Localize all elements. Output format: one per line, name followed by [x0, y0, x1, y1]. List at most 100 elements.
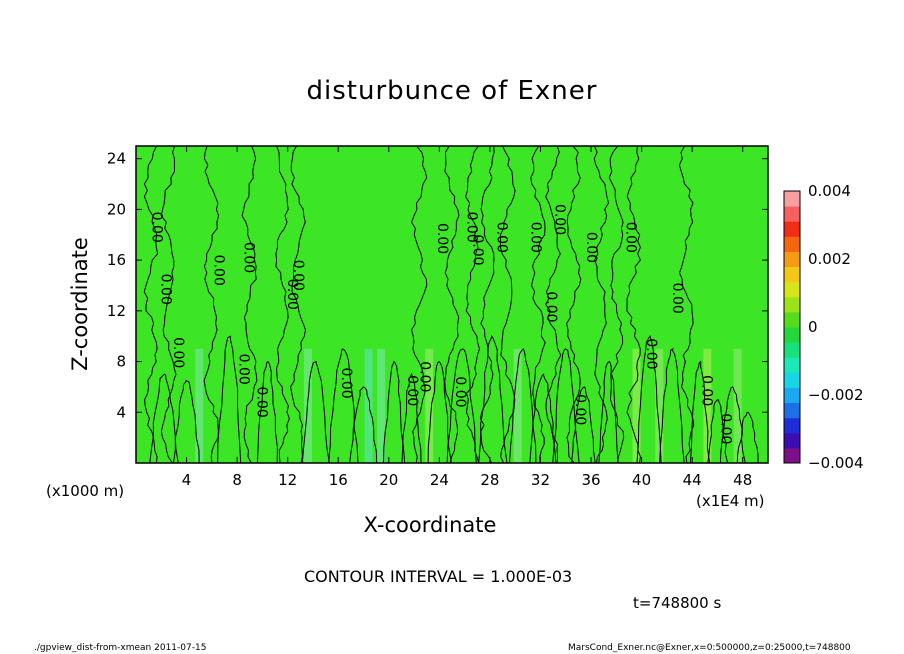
contour-lobe: [509, 348, 537, 463]
x-tick-label: 8: [232, 471, 242, 489]
colorbar-tick-label: 0: [808, 318, 818, 336]
field-streak: [303, 348, 312, 463]
contour-label: 0.00: [290, 260, 306, 291]
field-streak: [513, 348, 522, 463]
colorbar-swatch: [784, 447, 800, 464]
field-streak: [364, 348, 373, 463]
colorbar-swatch: [784, 372, 800, 388]
y-tick-label: 24: [107, 150, 126, 168]
contour-line: [241, 146, 258, 463]
x-tick-label: 28: [480, 471, 499, 489]
contour-labels: 0.000.000.000.000.000.000.000.000.000.00…: [148, 204, 733, 444]
colorbar-swatch: [784, 191, 800, 207]
colorbar-swatch: [784, 296, 800, 313]
time-stamp: t=748800 s: [633, 594, 722, 612]
colorbar-swatch: [784, 402, 800, 419]
contour-label: 0.00: [470, 234, 486, 265]
contour-label: 0.00: [404, 375, 420, 406]
x-unit-label: (x1000 m): [46, 482, 125, 500]
contour-lobe: [446, 348, 477, 463]
colorbar-tick-label: −0.002: [808, 386, 864, 404]
x-tick-label: 32: [531, 471, 550, 489]
contour-lobe: [689, 360, 711, 463]
contour-label: 0.00: [416, 361, 432, 392]
field-streak: [425, 348, 434, 463]
contour-label: 0.00: [643, 338, 659, 369]
x-tick-label: 16: [329, 471, 348, 489]
contour-label: 0.00: [241, 242, 257, 273]
field-streak: [632, 348, 641, 463]
contour-line: [275, 146, 290, 463]
contour-lobe: [301, 360, 330, 463]
contour-label: 0.00: [494, 222, 510, 253]
y-tick-label: 12: [107, 302, 126, 320]
contour-lobe: [328, 348, 359, 463]
contour-line: [160, 146, 177, 463]
field-streak: [377, 348, 386, 463]
contour-lobe: [173, 379, 200, 463]
colorbar-tick-label: −0.004: [808, 454, 864, 472]
contour-label: 0.00: [434, 223, 450, 254]
colorbar-swatch: [784, 251, 800, 267]
x-ticks: 4 8 12 16 20 24 28 32 36 40 44 48: [182, 146, 752, 489]
contour-lobe: [383, 360, 406, 463]
x-tick-label: 24: [430, 471, 449, 489]
x-tick-label: 36: [581, 471, 600, 489]
contour-label: 0.00: [583, 232, 599, 263]
contour-line: [678, 146, 695, 463]
colorbar: 0.004 0.002 0 −0.002 −0.004: [783, 182, 864, 472]
colorbar-tick-label: 0.004: [808, 182, 851, 200]
contour-line: [626, 146, 641, 463]
x-unit-label-secondary: (x1E4 m): [696, 492, 765, 510]
colorbar-swatch: [784, 417, 800, 434]
contour-lobe: [149, 373, 179, 463]
contour-label: 0.00: [253, 387, 269, 418]
footer-left: ./gpview_dist-from-xmean 2011-07-15: [34, 643, 207, 653]
y-tick-label: 4: [116, 403, 126, 421]
colorbar-swatch: [784, 281, 800, 298]
contour-line: [566, 146, 582, 463]
field-streak: [655, 348, 664, 463]
contour-lobe: [736, 411, 759, 463]
colorbar-swatch: [784, 266, 800, 283]
contour-label: 0.00: [170, 337, 186, 368]
field-streak: [733, 348, 742, 463]
x-tick-label: 48: [733, 471, 752, 489]
colorbar-tick-label: 0.002: [808, 250, 851, 268]
contour-label: 0.00: [622, 222, 638, 253]
contour-lobe: [256, 360, 278, 463]
contour-lobe: [427, 360, 452, 463]
contour-label: 0.00: [528, 222, 544, 253]
contour-line: [530, 146, 546, 463]
colorbar-swatch: [784, 357, 800, 373]
contour-lobe: [570, 386, 596, 463]
x-tick-label: 20: [379, 471, 398, 489]
contour-line: [410, 146, 428, 463]
contour-lobe: [636, 335, 662, 463]
contour-lobe: [659, 347, 685, 463]
colorbar-swatch: [784, 387, 800, 403]
colorbar-frame: [783, 190, 801, 464]
contour-lobe: [478, 334, 508, 463]
contour-label: 0.00: [284, 279, 300, 310]
contour-interval-text: CONTOUR INTERVAL = 1.000E-03: [304, 567, 573, 586]
colorbar-swatch: [784, 432, 800, 449]
colorbar-swatch: [784, 236, 800, 252]
x-tick-label: 4: [182, 471, 192, 489]
contour-lobe: [401, 372, 422, 463]
contour-lobe: [529, 373, 557, 463]
y-tick-label: 16: [107, 251, 126, 269]
contour-label: 0.00: [148, 212, 164, 243]
colorbar-swatch: [784, 206, 800, 222]
contour-lobe: [598, 360, 619, 463]
contour-label: 0.00: [338, 368, 354, 399]
contour-line: [465, 146, 481, 463]
colorbar-swatch: [784, 311, 800, 328]
contour-lines: [143, 146, 759, 463]
contour-line: [444, 146, 460, 463]
contour-label: 0.00: [543, 291, 559, 322]
colorbar-swatch: [784, 221, 800, 237]
contour-line: [143, 146, 159, 463]
